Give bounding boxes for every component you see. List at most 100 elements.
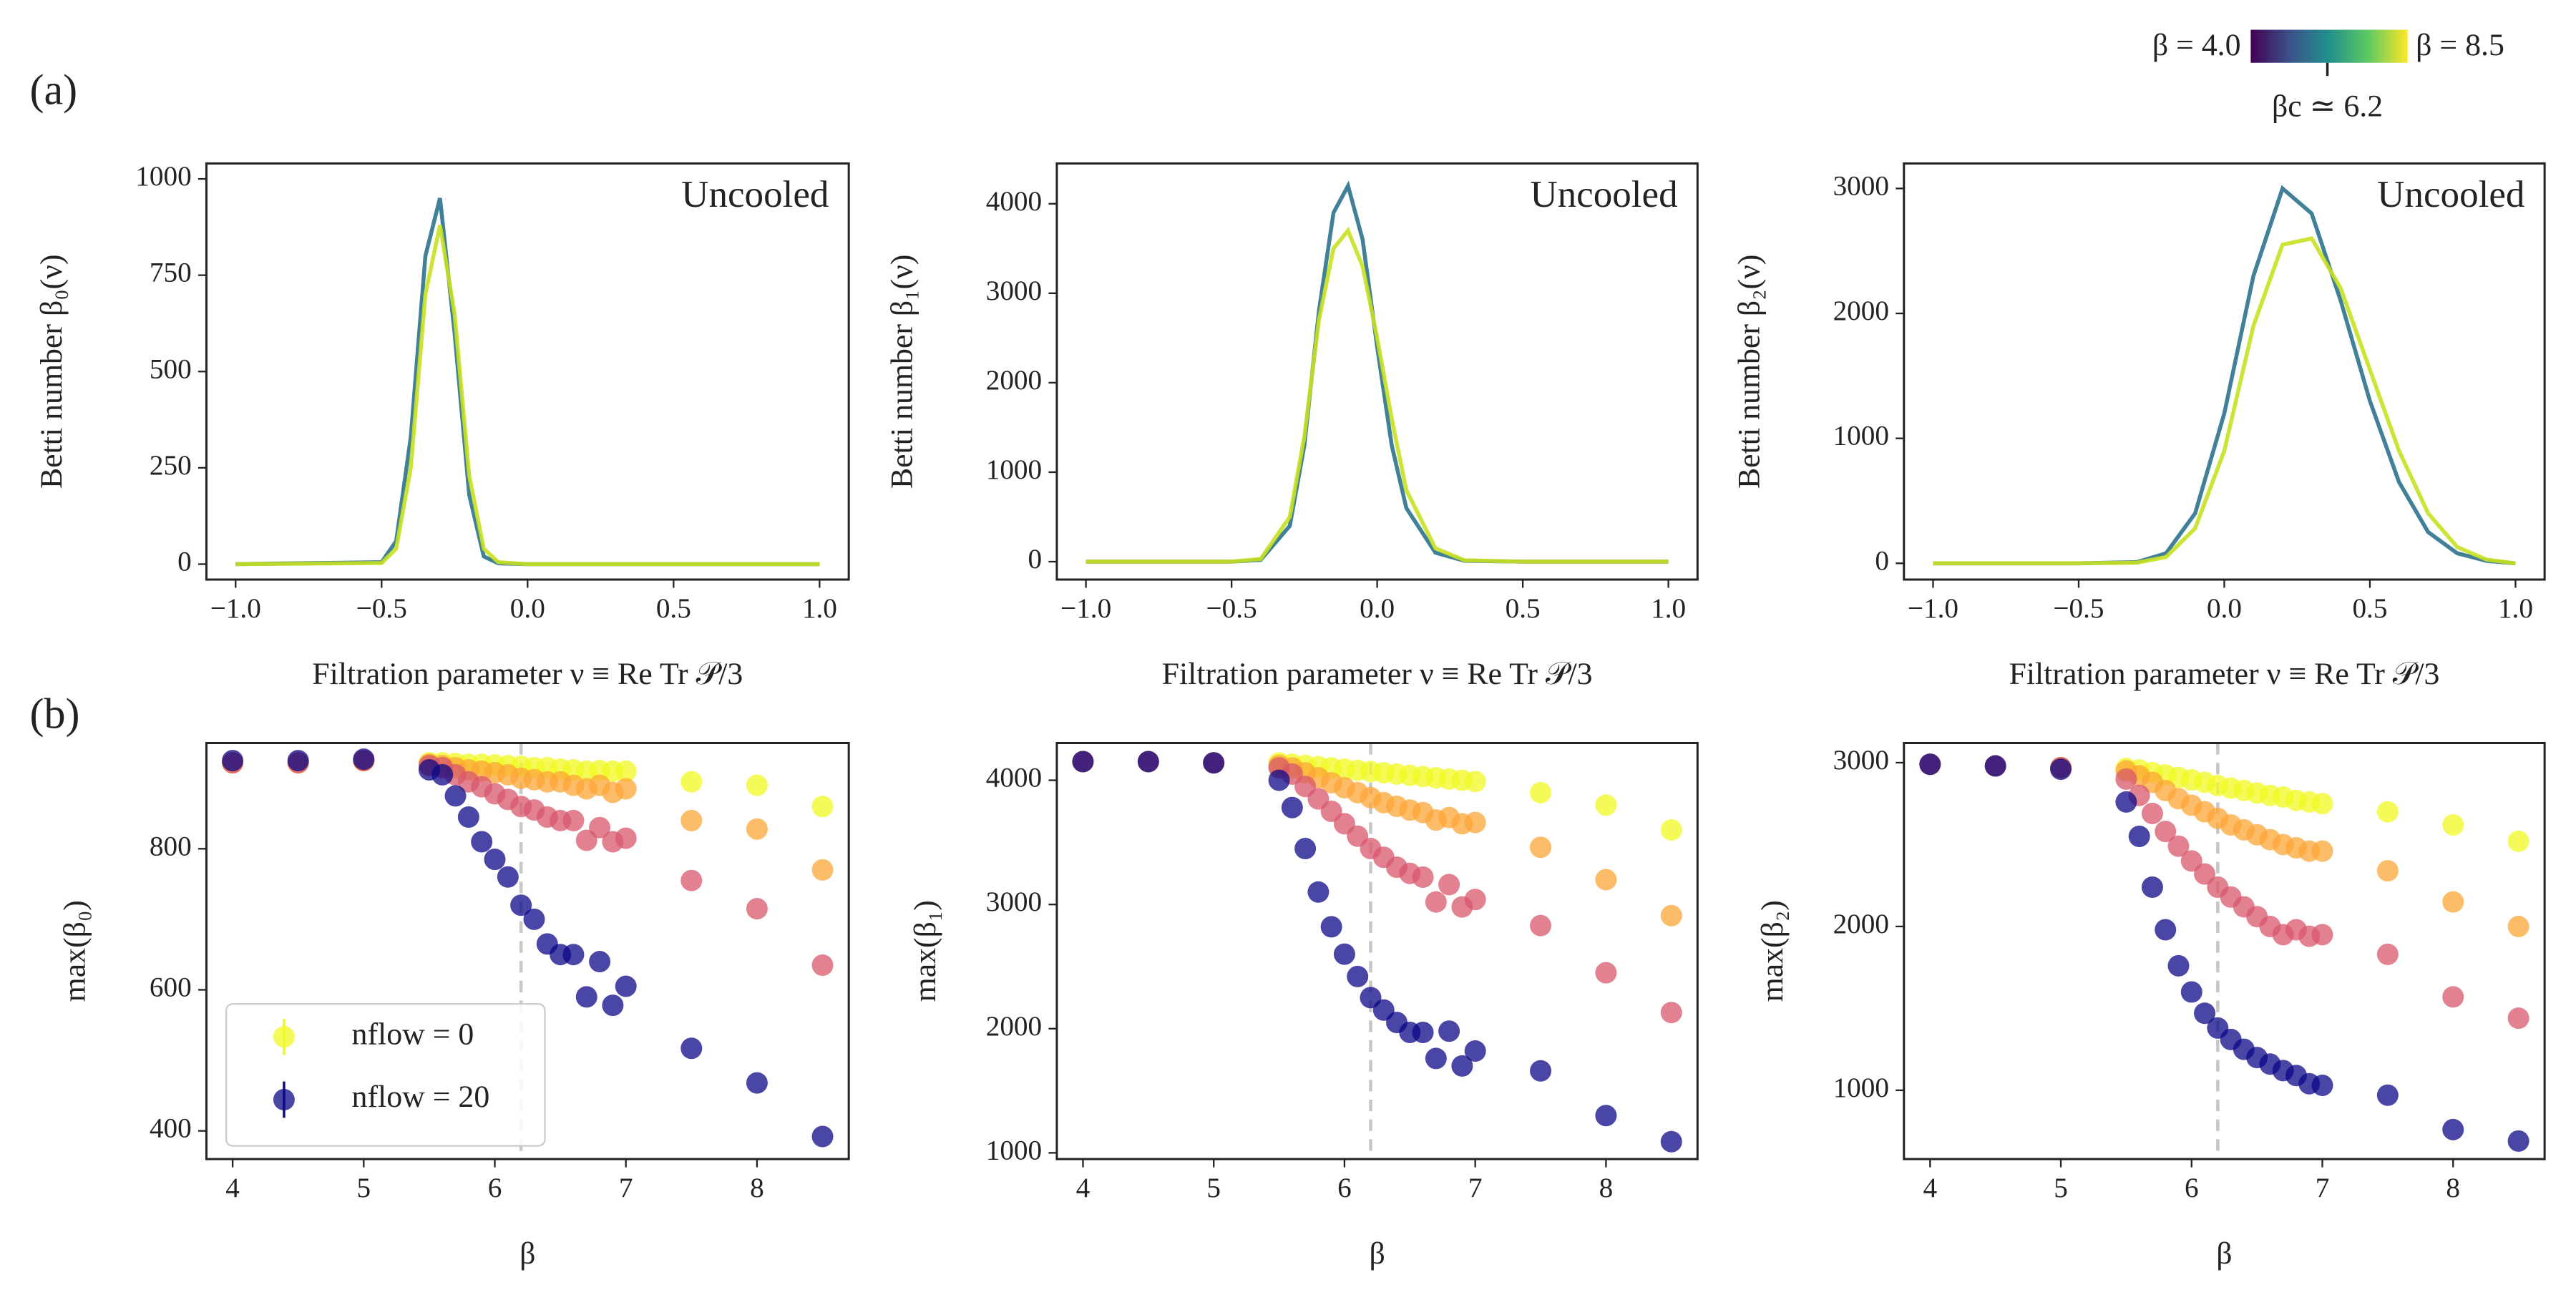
- point: [1203, 752, 1225, 774]
- point: [2180, 981, 2202, 1003]
- point: [2311, 1075, 2333, 1097]
- point: [2507, 830, 2529, 852]
- point: [2155, 821, 2177, 843]
- point: [2311, 924, 2333, 946]
- x-tick-label: 7: [619, 1173, 633, 1203]
- point: [2376, 1084, 2399, 1106]
- point: [1347, 965, 1369, 987]
- point: [1072, 751, 1094, 773]
- y-tick-label: 2000: [986, 1011, 1042, 1042]
- y-tick-label: 4000: [986, 763, 1042, 793]
- point: [1660, 1002, 1682, 1024]
- x-tick-label: 5: [356, 1173, 371, 1203]
- x-tick-label: 1.0: [1651, 593, 1686, 624]
- point: [1451, 1055, 1473, 1077]
- point: [1919, 753, 1941, 776]
- y-tick-label: 1000: [986, 1135, 1042, 1165]
- y-axis-label: Betti number β₂(ν): [1732, 254, 1767, 489]
- x-tick-label: 0.0: [1360, 593, 1395, 624]
- point: [1660, 1130, 1682, 1153]
- x-axis-label: β: [2216, 1236, 2232, 1271]
- point: [2180, 850, 2202, 872]
- point: [2442, 1118, 2464, 1140]
- y-tick-label: 800: [150, 831, 192, 861]
- line-series: [235, 197, 820, 567]
- point: [1425, 1047, 1447, 1070]
- axes-frame: [1903, 741, 2546, 1160]
- point: [562, 944, 585, 966]
- x-tick-label: 5: [1206, 1173, 1221, 1203]
- legend-frame: [225, 1002, 546, 1147]
- x-tick-label: −0.5: [2053, 593, 2104, 624]
- point: [1320, 916, 1342, 938]
- x-tick-label: 0.0: [2207, 593, 2242, 624]
- x-tick-label: −1.0: [210, 593, 261, 624]
- point: [1464, 1040, 1486, 1062]
- point: [2141, 802, 2163, 824]
- point: [1660, 819, 1682, 841]
- legend-label: nflow = 20: [352, 1080, 490, 1114]
- point: [562, 809, 585, 831]
- x-tick-label: 8: [2446, 1173, 2460, 1203]
- annotation: Uncooled: [1530, 174, 1677, 215]
- line-series: [1933, 236, 2516, 566]
- y-tick-label: 500: [150, 353, 192, 384]
- y-tick-label: 3000: [1833, 170, 1889, 201]
- point: [457, 806, 479, 828]
- point: [1333, 943, 1355, 965]
- point: [746, 1072, 768, 1094]
- point: [2442, 813, 2464, 836]
- y-tick-label: 3000: [986, 886, 1042, 917]
- point: [2194, 1002, 2216, 1025]
- axes-frame: [205, 741, 850, 1160]
- point: [1464, 811, 1486, 834]
- x-tick-label: 8: [750, 1173, 764, 1203]
- legend-marker: [273, 1088, 295, 1110]
- point: [2141, 876, 2163, 898]
- y-tick-label: 2000: [1833, 909, 1889, 939]
- point: [471, 831, 493, 853]
- point: [1595, 962, 1617, 984]
- panel-label: (a): [30, 66, 78, 113]
- point: [1984, 755, 2006, 777]
- y-tick-label: 600: [150, 972, 192, 1002]
- point: [497, 866, 519, 888]
- y-tick-label: 1000: [1833, 1072, 1889, 1103]
- line-series: [235, 225, 820, 567]
- point: [2376, 860, 2399, 882]
- point: [444, 785, 467, 807]
- y-tick-label: 3000: [986, 275, 1042, 306]
- legend-marker: [273, 1026, 295, 1048]
- point: [2507, 1007, 2529, 1030]
- line-series: [1085, 226, 1669, 564]
- point: [1530, 1060, 1552, 1082]
- point: [2167, 835, 2190, 857]
- point: [602, 994, 624, 1017]
- x-axis-label: β: [519, 1236, 535, 1271]
- point: [1438, 874, 1460, 896]
- y-axis-label: Betti number β₁(ν): [885, 254, 919, 489]
- point: [615, 778, 637, 800]
- x-tick-label: 4: [1076, 1173, 1091, 1203]
- line-series: [1085, 180, 1669, 564]
- point: [353, 748, 375, 771]
- point: [1412, 866, 1434, 888]
- x-tick-label: 7: [1468, 1173, 1483, 1203]
- point: [2115, 791, 2137, 813]
- axes-frame: [1055, 162, 1699, 581]
- point: [2376, 943, 2399, 965]
- point: [1281, 796, 1303, 818]
- line-series: [1933, 185, 2516, 566]
- point: [431, 763, 454, 786]
- point: [1425, 891, 1447, 913]
- point: [811, 954, 834, 976]
- x-tick-label: −1.0: [1060, 593, 1111, 624]
- point: [2376, 801, 2399, 823]
- x-tick-label: 1.0: [2498, 593, 2533, 624]
- x-tick-label: 8: [1599, 1173, 1614, 1203]
- point: [2442, 891, 2464, 913]
- axes-frame: [1055, 741, 1699, 1160]
- point: [1464, 889, 1486, 911]
- point: [1595, 1105, 1617, 1127]
